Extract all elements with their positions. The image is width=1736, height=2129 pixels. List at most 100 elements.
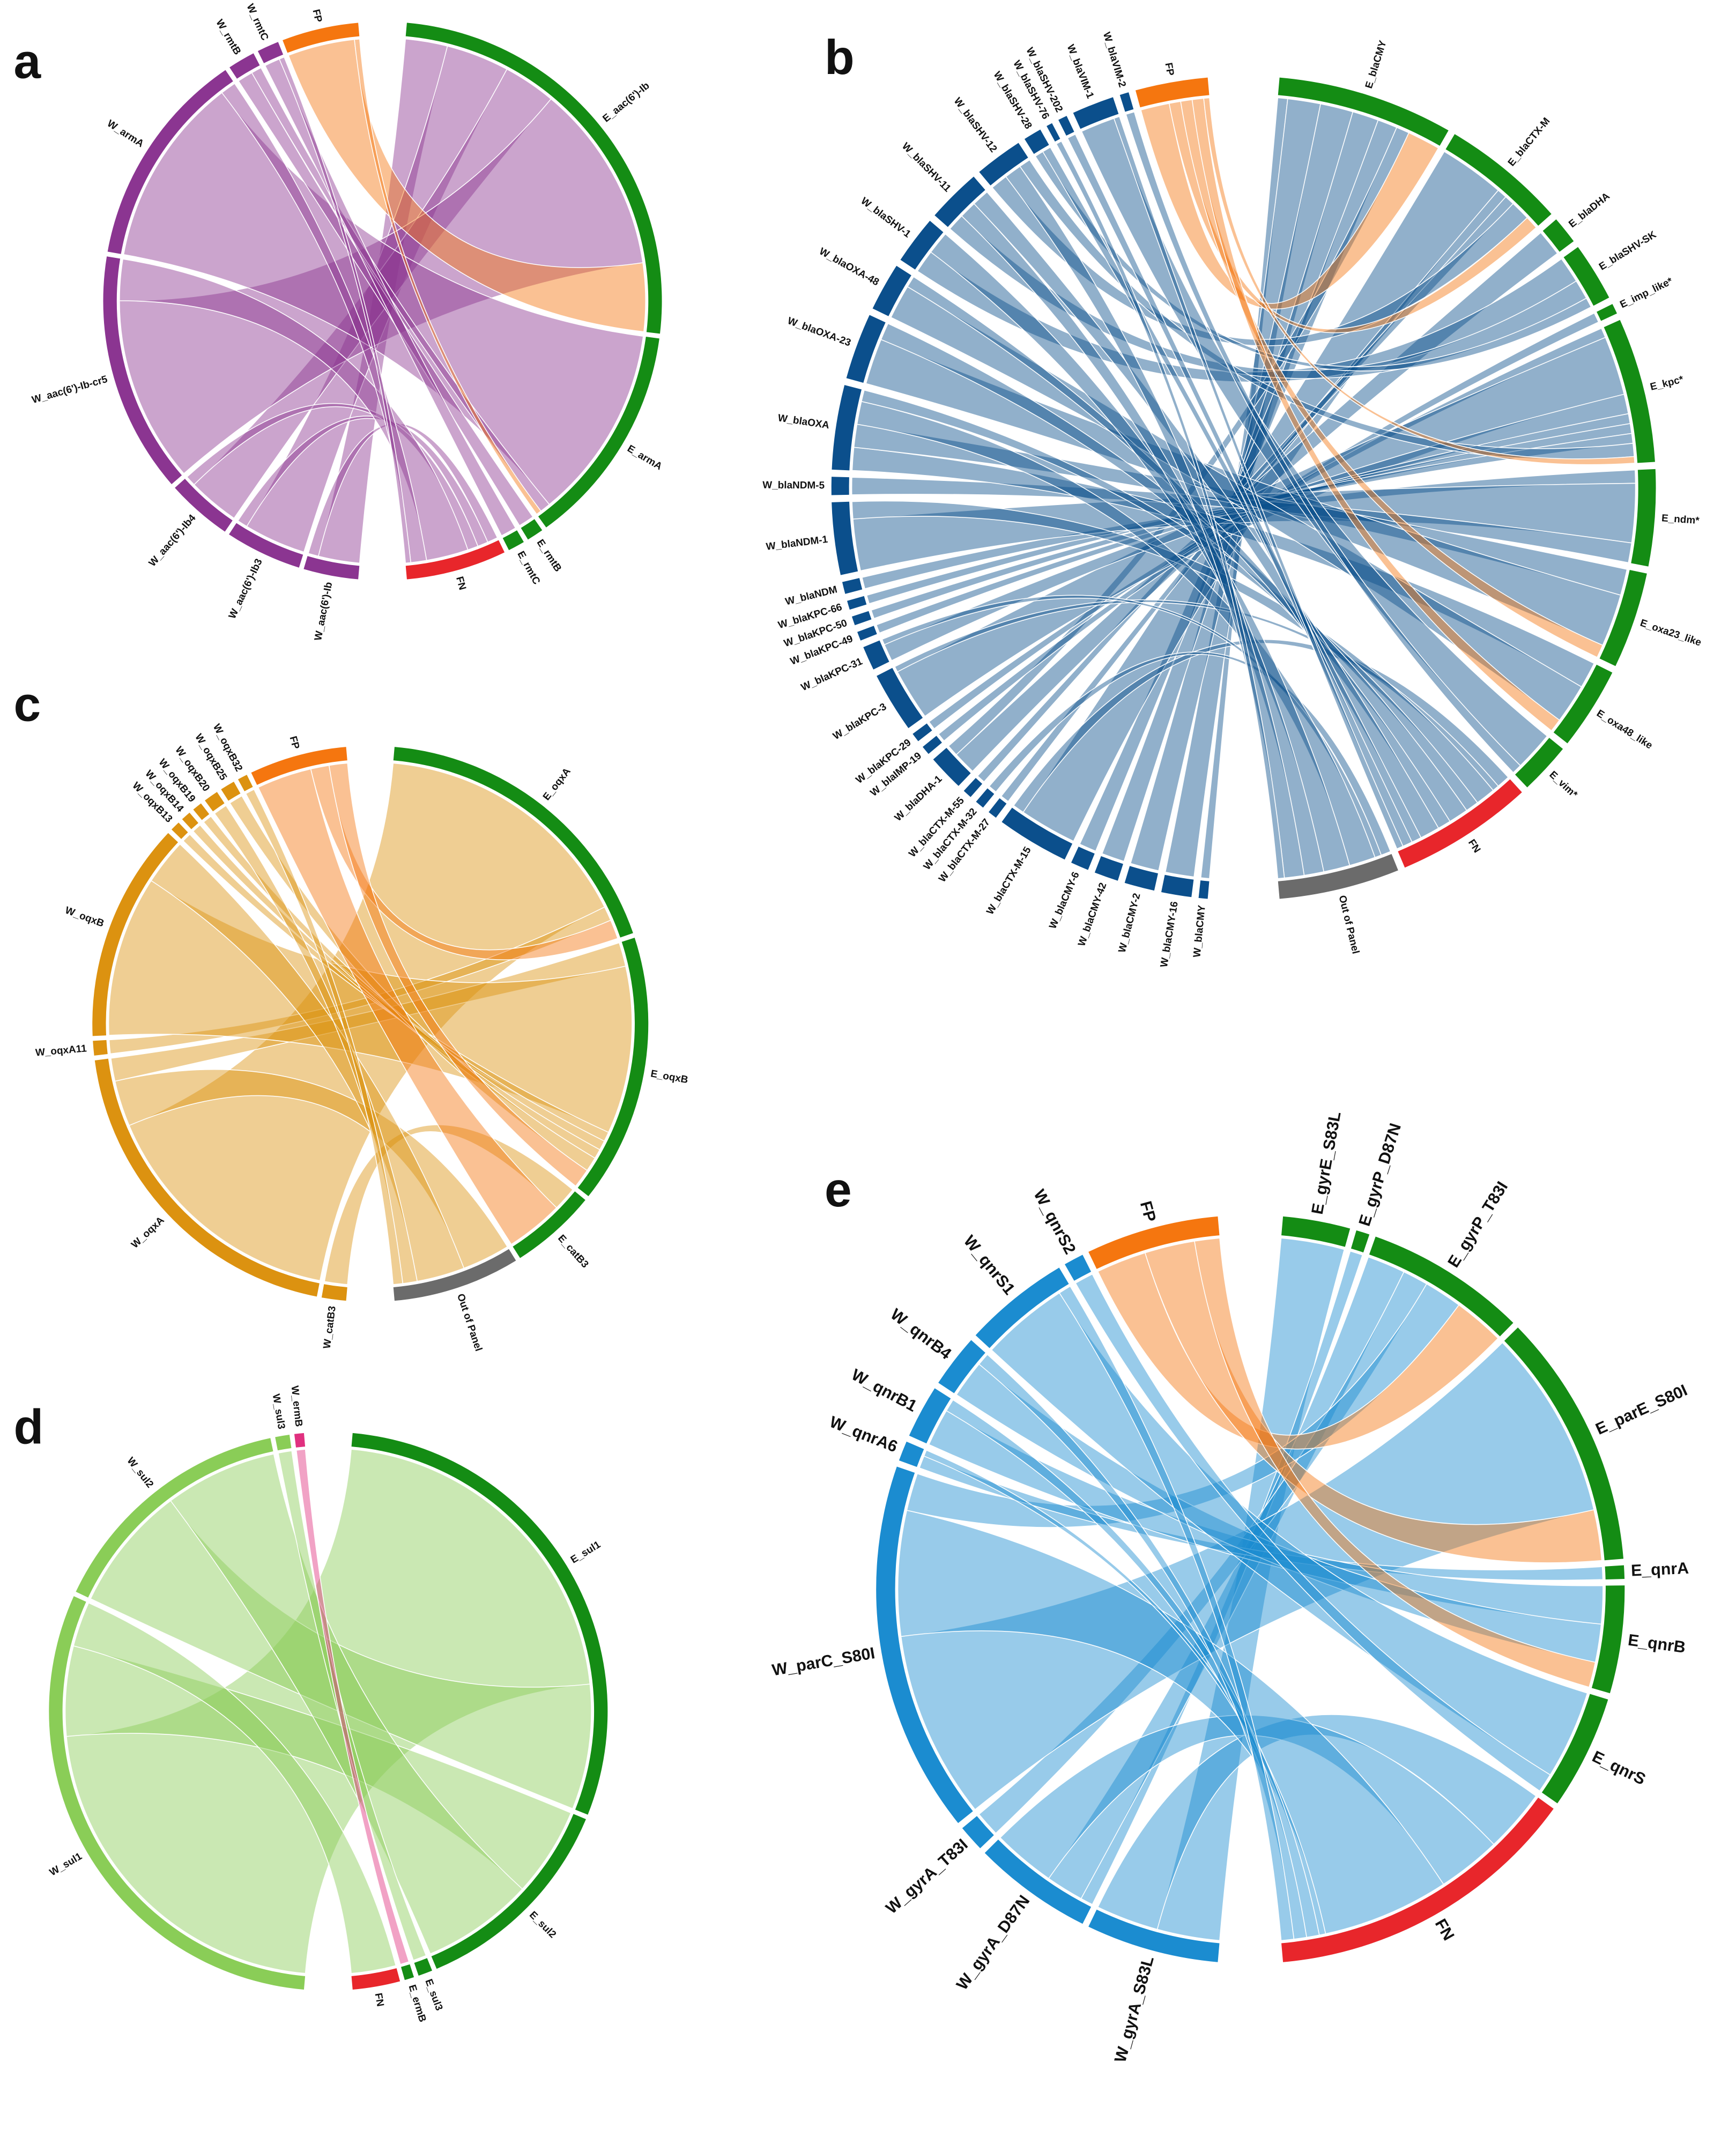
node-arc	[431, 1814, 586, 1969]
node-arc	[832, 501, 858, 575]
chord-ribbon	[1000, 189, 1507, 802]
node-label: E_imp_like*	[1618, 276, 1674, 311]
node-arc	[1597, 303, 1618, 321]
node-arc	[1088, 1216, 1220, 1269]
node-arc	[1119, 92, 1134, 112]
node-arc	[92, 833, 179, 1036]
node-label: W_oqxB	[63, 905, 105, 930]
node-label: E_sul1	[569, 1539, 603, 1566]
node-label: W_blaNDM-5	[762, 480, 825, 492]
chord-ribbon	[851, 500, 1494, 804]
node-arc	[175, 478, 233, 532]
chord-ribbon	[1048, 1256, 1405, 1900]
chord-ribbon	[1042, 146, 1422, 843]
panel-label: d	[14, 1400, 44, 1454]
chord-ribbon	[310, 765, 619, 960]
node-arc	[989, 798, 1007, 818]
chord-ribbon	[221, 83, 427, 563]
node-arc	[909, 1388, 951, 1444]
node-arc	[193, 803, 210, 820]
chord-ribbon	[880, 323, 1467, 822]
node-label: E_ermB	[406, 1984, 428, 2024]
node-arc	[832, 385, 862, 471]
chord-ribbon	[288, 39, 646, 332]
node-label: W_rmtB	[213, 18, 243, 57]
chord-ribbon	[251, 67, 550, 512]
node-label: E_qnrA	[1630, 1560, 1689, 1580]
node-arc	[229, 523, 303, 568]
node-label: E_oxa23_like	[1638, 618, 1703, 649]
chord-ribbon	[245, 789, 404, 1285]
node-arc	[984, 1839, 1092, 1924]
chord-ribbon	[1203, 97, 1635, 465]
chord-ribbon	[170, 1453, 523, 1955]
node-label: E_rmtB	[535, 537, 563, 574]
node-label: W_parC_S80I	[771, 1644, 877, 1679]
node-arc	[1563, 247, 1609, 306]
node-label: W_armA	[105, 118, 146, 150]
node-arc	[275, 1434, 292, 1451]
node-arc	[1504, 1327, 1624, 1561]
node-arc	[922, 736, 942, 754]
node-label: W_aac(6')-Ib4	[147, 513, 198, 569]
chord-panel: d W_sul1 W_sul2 W_sul3 W_ermB E_sul1 E_sul2 E_s…	[14, 1385, 608, 2024]
node-label: W_qnrS2	[1030, 1186, 1079, 1257]
node-arc	[851, 611, 872, 626]
chord-ribbon	[881, 595, 1382, 858]
node-label: W_blaOXA	[777, 412, 830, 431]
node-arc	[303, 556, 360, 580]
node-label: W_blaNDM-1	[766, 534, 829, 553]
node-label: E_aac(6')-Ib	[600, 80, 651, 124]
chord-ribbon	[237, 416, 488, 547]
node-label: W_aac(6')-Ib3	[227, 557, 265, 621]
node-arc	[1631, 469, 1656, 567]
node-arc	[393, 1249, 516, 1301]
chord-ribbon	[907, 276, 1451, 829]
node-arc	[1369, 1236, 1514, 1337]
chord-ribbon	[861, 469, 1636, 590]
chord-ribbon	[852, 483, 1636, 572]
node-arc	[1071, 847, 1095, 870]
node-label: E_gyrP_T83I	[1444, 1178, 1511, 1271]
chord-ribbon	[948, 127, 1409, 755]
node-arc	[872, 265, 911, 316]
chord-ribbon	[1191, 98, 1560, 732]
node-label: W_blaCMY-16	[1159, 901, 1181, 968]
chords	[108, 762, 633, 1285]
node-label: E_parE_S80I	[1593, 1382, 1690, 1438]
chord-ribbon	[264, 58, 516, 537]
chord-ribbon	[308, 422, 498, 557]
node-arc	[513, 1191, 585, 1258]
chord-ribbon	[989, 651, 1391, 856]
node-arc	[900, 220, 944, 270]
node-arc	[1198, 880, 1210, 899]
chords	[64, 1449, 592, 1974]
node-arc	[1001, 807, 1073, 860]
node-arc	[283, 23, 360, 53]
node-label: E_blaSHV-SK	[1597, 229, 1658, 273]
node-label: W_aac(6')-Ib-cr5	[31, 374, 109, 406]
chord-ribbon	[973, 191, 1440, 839]
node-arc	[876, 1466, 973, 1823]
node-arc	[538, 336, 659, 528]
node-label: FP	[310, 8, 324, 23]
node-label: E_sul2	[527, 1909, 558, 1940]
chord-ribbon	[871, 423, 1633, 619]
chord-ribbon	[928, 328, 1606, 730]
chord-ribbon	[114, 1069, 508, 1269]
chord-panel: b W_blaCMY W_blaCMY-16 W_blaCMY-2 W_blaCMY-4…	[762, 31, 1703, 968]
node-arc	[1515, 738, 1563, 788]
node-label: FP	[1162, 62, 1176, 77]
node-arc	[76, 1438, 273, 1598]
node-arc	[1398, 779, 1522, 868]
chord-ribbon	[1140, 103, 1439, 310]
node-arc	[405, 540, 505, 580]
node-arc	[1281, 1797, 1554, 1962]
node-label: W_sul1	[48, 1851, 84, 1879]
node-label: E_oxa48_like	[1594, 708, 1655, 752]
chord-ribbon	[73, 1602, 397, 1974]
chords	[851, 97, 1636, 879]
chord-ribbon	[930, 233, 1351, 872]
chords	[119, 38, 646, 564]
